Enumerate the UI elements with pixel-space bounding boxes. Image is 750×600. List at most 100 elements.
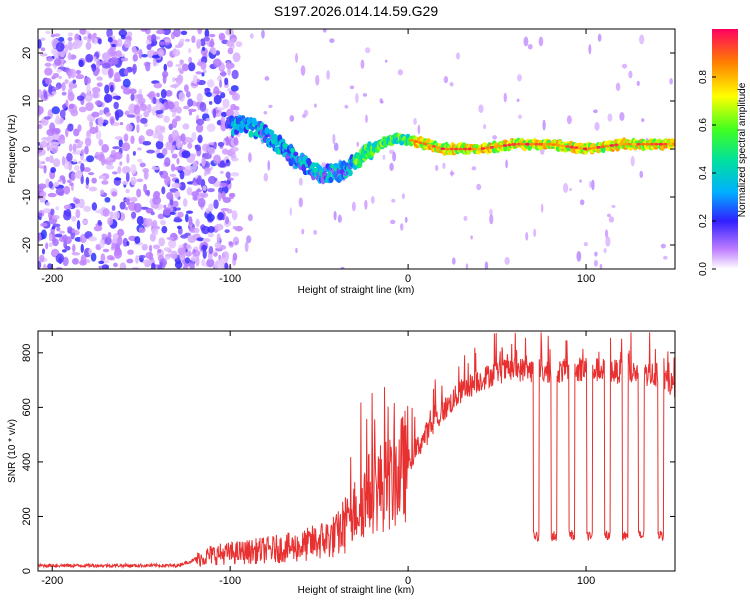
- spectrogram-noise-cell: [107, 67, 114, 78]
- spectrogram-noise-cell: [159, 171, 164, 176]
- spectrogram-noise-cell: [465, 263, 469, 269]
- spectrogram-noise-cell: [132, 150, 136, 156]
- spectrogram-noise-cell: [40, 47, 46, 52]
- spectrogram-noise-cell: [38, 89, 42, 98]
- spectrogram-noise-cell: [184, 232, 191, 236]
- spectrogram-noise-cell: [67, 40, 73, 51]
- spectrogram-noise-cell: [303, 109, 309, 117]
- colorbar-gradient: [712, 29, 738, 269]
- spectrogram-noise-cell: [209, 33, 216, 38]
- spectrogram-ytick-label: -20: [21, 237, 33, 253]
- spectrogram-noise-cell: [130, 211, 137, 219]
- spectrogram-noise-cell: [231, 210, 238, 221]
- spectrogram-noise-cell: [96, 67, 100, 74]
- spectrogram-noise-cell: [91, 63, 97, 72]
- spectrogram-noise-cell: [157, 213, 165, 220]
- spectrogram-noise-cell: [111, 205, 116, 211]
- spectrogram-noise-cell: [187, 62, 196, 72]
- spectrogram-noise-cell: [159, 41, 166, 46]
- chart-title: S197.2026.014.14.59.G29: [274, 3, 438, 19]
- spectrogram-noise-cell: [38, 105, 44, 115]
- spectrogram-noise-cell: [593, 259, 598, 267]
- spectrogram-noise-cell: [569, 187, 572, 192]
- spectrogram-noise-cell: [40, 222, 48, 227]
- spectrogram-ridge-peak: [622, 142, 628, 146]
- spectrogram-noise-cell: [115, 50, 122, 58]
- spectrogram-noise-cell: [483, 124, 487, 130]
- spectrogram-noise-cell: [44, 62, 52, 67]
- spectrogram-noise-cell: [84, 145, 89, 155]
- spectrogram-noise-cell: [173, 101, 180, 108]
- spectrogram-noise-cell: [172, 76, 176, 83]
- spectrogram-noise-cell: [94, 100, 102, 106]
- spectrogram-noise-cell: [52, 248, 59, 257]
- spectrogram-noise-cell: [38, 232, 42, 242]
- spectrogram-noise-cell: [144, 218, 153, 227]
- spectrogram-noise-cell: [295, 247, 298, 254]
- spectrogram-noise-cell: [67, 226, 73, 232]
- spectrogram-noise-cell: [206, 258, 215, 268]
- spectrogram-noise-cell: [113, 101, 119, 110]
- spectrogram-noise-cell: [104, 196, 111, 203]
- spectrogram-ridge-peak: [609, 144, 615, 147]
- spectrogram-noise-cell: [203, 172, 208, 177]
- spectrogram-noise-cell: [221, 148, 229, 155]
- spectrogram-noise-cell: [504, 256, 510, 265]
- spectrogram-noise-cell: [67, 52, 72, 61]
- spectrogram-noise-cell: [71, 172, 76, 182]
- spectrogram-noise-cell: [63, 185, 71, 195]
- spectrogram-noise-cell: [217, 212, 224, 221]
- spectrogram-noise-cell: [599, 263, 603, 269]
- spectrogram-noise-cell: [191, 191, 200, 197]
- spectrogram-noise-cell: [157, 248, 162, 254]
- spectrogram-noise-cell: [164, 255, 171, 260]
- spectrogram-noise-cell: [40, 161, 46, 165]
- spectrogram-noise-cell: [153, 82, 163, 89]
- spectrogram-noise-cell: [200, 61, 207, 71]
- spectrogram-noise-cell: [90, 252, 97, 262]
- spectrogram-ytick-label: 20: [21, 47, 33, 59]
- spectrogram-noise-cell: [138, 48, 143, 59]
- spectrogram-noise-cell: [113, 72, 121, 82]
- spectrogram-xtick-label: -100: [219, 273, 241, 285]
- spectrogram-noise-cell: [80, 254, 87, 264]
- spectrogram-noise-cell: [224, 78, 229, 86]
- spectrogram-noise-cell: [202, 249, 207, 259]
- spectrogram-noise-cell: [219, 79, 223, 88]
- spectrogram-noise-cell: [249, 33, 254, 39]
- spectrogram-noise-cell: [225, 171, 231, 179]
- spectrogram-ridge-peak: [520, 142, 526, 146]
- spectrogram-ridge-peak: [574, 146, 579, 150]
- spectrogram-noise-cell: [360, 59, 365, 69]
- spectrogram-noise-cell: [175, 139, 182, 150]
- spectrogram-noise-cell: [164, 157, 171, 167]
- spectrogram-noise-cell: [45, 30, 51, 35]
- spectrogram-noise-cell: [195, 123, 204, 133]
- spectrogram-noise-cell: [86, 130, 91, 139]
- spectrogram-noise-cell: [295, 52, 299, 64]
- spectrogram-ridge-peak: [498, 144, 503, 148]
- spectrogram-noise-cell: [202, 185, 207, 191]
- spectrogram-noise-cell: [151, 34, 157, 42]
- spectrogram-noise-cell: [213, 94, 222, 105]
- spectrogram-ridge-peak: [440, 147, 445, 151]
- spectrogram-noise-cell: [136, 188, 142, 198]
- spectrogram-noise-cell: [196, 38, 202, 49]
- spectrogram-noise-cell: [663, 255, 668, 260]
- spectrogram-noise-cell: [315, 74, 320, 86]
- spectrogram-noise-cell: [220, 92, 226, 99]
- spectrogram-noise-cell: [199, 101, 207, 112]
- spectrogram-noise-cell: [109, 116, 115, 125]
- spectrogram-noise-cell: [492, 135, 498, 140]
- spectrogram-noise-cell: [206, 79, 215, 88]
- spectrogram-noise-cell: [91, 202, 98, 211]
- spectrogram-noise-cell: [69, 68, 77, 79]
- spectrogram-noise-cell: [203, 36, 210, 42]
- snr-ytick-label: 0: [21, 568, 33, 574]
- spectrogram-noise-cell: [51, 106, 60, 115]
- colorbar-tick-label: 0.6: [698, 118, 709, 132]
- snr-ylabel: SNR (10 * v/v): [7, 419, 18, 483]
- spectrogram-noise-cell: [191, 131, 197, 141]
- spectrogram-noise-cell: [55, 187, 65, 196]
- spectrogram-noise-cell: [71, 257, 80, 265]
